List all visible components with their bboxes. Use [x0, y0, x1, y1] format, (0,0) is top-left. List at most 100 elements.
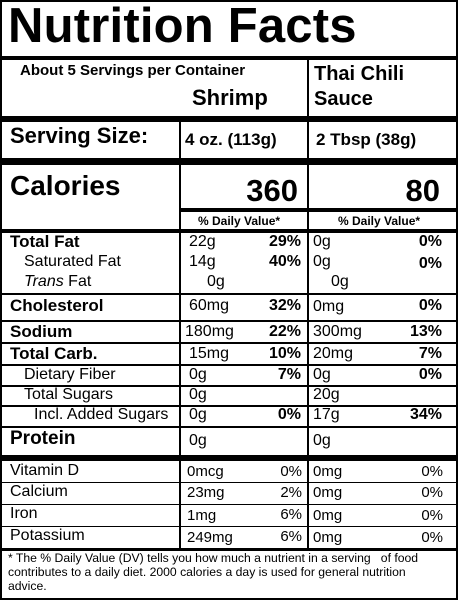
nutrient-amount: 0g: [313, 253, 331, 270]
row-rule: [2, 385, 456, 387]
nutrient-label-cholesterol: Cholesterol: [10, 296, 104, 315]
nutrient-label-trans-fat: Trans Fat: [24, 273, 91, 291]
vitamin-dv: 0%: [421, 463, 443, 480]
nutrient-amount: 15mg: [189, 345, 230, 362]
vitamin-rule: [2, 482, 456, 483]
nutrient-label-added-sugars: Incl. Added Sugars: [34, 406, 169, 423]
footnote-rule: [2, 548, 456, 551]
dv-header-shrimp: % Daily Value*: [198, 214, 281, 228]
nutrient-amount: 0g: [189, 406, 207, 423]
nutrient-dv: 34%: [409, 406, 442, 423]
row-rule: [2, 342, 456, 344]
nutrient-label-dietary-fiber: Dietary Fiber: [24, 366, 116, 383]
nutrient-label-saturated-fat: Saturated Fat: [24, 253, 121, 270]
header-rule: [2, 116, 456, 122]
nutrient-amount: 0g: [207, 273, 225, 290]
column-divider-mid: [307, 212, 309, 548]
nutrient-dv: 0%: [277, 406, 301, 423]
serving-rule: [2, 158, 456, 165]
dv-header-sauce: % Daily Value*: [338, 214, 421, 228]
vitamin-amount: 0mg: [313, 529, 343, 546]
nutrient-dv: 0%: [418, 366, 442, 383]
calories-divider-left: [179, 165, 181, 212]
nutrient-label-sodium: Sodium: [10, 322, 73, 341]
nutrient-dv: 0%: [418, 255, 442, 272]
nutrient-dv: 13%: [409, 323, 442, 340]
nutrient-amount: 20mg: [313, 345, 354, 362]
row-rule: [2, 320, 456, 322]
vitamin-dv: 2%: [280, 484, 302, 501]
serving-size-shrimp: 4 oz. (113g): [185, 130, 277, 149]
nutrient-label-total-carb: Total Carb.: [10, 344, 98, 363]
nutrient-dv: 0%: [418, 297, 442, 314]
protein-rule: [2, 455, 456, 461]
nutrient-dv: 7%: [418, 345, 442, 362]
vitamin-amount: 0mg: [313, 507, 343, 524]
serving-size-label: Serving Size:: [10, 123, 149, 148]
product-name-shrimp: Shrimp: [192, 85, 268, 110]
nutrient-amount: 60mg: [189, 297, 230, 314]
product-name-sauce-line2: Sauce: [314, 88, 373, 110]
nutrient-dv: 22%: [268, 323, 301, 340]
trans-italic: Trans: [24, 273, 64, 290]
vitamin-label-iron: Iron: [10, 505, 38, 522]
vitamin-label-d: Vitamin D: [10, 462, 80, 479]
row-rule: [2, 405, 456, 407]
serving-divider-mid: [307, 122, 309, 158]
row-rule: [2, 364, 456, 366]
vitamin-amount: 249mg: [187, 529, 233, 546]
vitamin-dv: 6%: [280, 506, 302, 523]
product-name-sauce-line1: Thai Chili: [314, 63, 404, 85]
label-title: Nutrition Facts: [8, 0, 357, 53]
vitamin-dv: 0%: [280, 463, 302, 480]
trans-rest: Fat: [63, 273, 92, 290]
column-divider-left: [179, 212, 181, 548]
vitamin-amount: 1mg: [187, 507, 217, 524]
vitamin-dv: 0%: [421, 507, 443, 524]
serving-size-sauce: 2 Tbsp (38g): [316, 130, 417, 149]
vitamin-label-calcium: Calcium: [10, 483, 68, 500]
nutrient-amount: 0g: [313, 432, 331, 449]
footnote: * The % Daily Value (DV) tells you how m…: [8, 551, 422, 593]
nutrient-dv: 40%: [268, 253, 301, 270]
nutrient-dv: 29%: [268, 233, 301, 250]
row-rule: [2, 426, 456, 428]
vitamin-dv: 0%: [421, 484, 443, 501]
nutrient-dv: 7%: [277, 366, 301, 383]
vitamin-dv: 0%: [421, 529, 443, 546]
nutrient-amount: 180mg: [185, 323, 234, 340]
calories-label: Calories: [10, 170, 121, 201]
vitamin-label-potassium: Potassium: [10, 527, 85, 544]
nutrient-label-total-fat: Total Fat: [10, 232, 80, 251]
title-rule: [2, 56, 456, 60]
calories-rule-left: [181, 208, 307, 212]
calories-sauce: 80: [405, 173, 440, 208]
servings-per-container: About 5 Servings per Container: [20, 62, 246, 79]
nutrient-amount: 300mg: [313, 323, 362, 340]
row-rule: [2, 293, 456, 295]
vitamin-amount: 0mg: [313, 484, 343, 501]
nutrient-amount: 14g: [189, 253, 216, 270]
nutrient-amount: 0g: [189, 386, 207, 403]
nutrient-amount: 22g: [189, 233, 216, 250]
nutrient-dv: 10%: [268, 345, 301, 362]
calories-rule-right: [309, 208, 456, 212]
nutrient-dv: 0%: [418, 233, 442, 250]
vitamin-amount: 23mg: [187, 484, 225, 501]
dv-rule: [2, 229, 456, 233]
calories-shrimp: 360: [246, 173, 298, 208]
nutrient-amount: 0g: [189, 432, 207, 449]
calories-divider-mid: [307, 165, 309, 212]
vitamin-amount: 0mg: [313, 463, 343, 480]
nutrient-amount: 0g: [313, 366, 331, 383]
nutrient-label-protein: Protein: [10, 428, 76, 449]
nutrient-amount: 17g: [313, 406, 340, 423]
serving-divider-left: [179, 122, 181, 158]
nutrient-amount: 0g: [331, 273, 349, 290]
nutrient-amount: 0g: [189, 366, 207, 383]
vitamin-amount: 0mcg: [187, 463, 224, 480]
vitamin-rule: [2, 526, 456, 527]
nutrient-amount: 0mg: [313, 298, 345, 315]
header-divider: [307, 60, 309, 116]
